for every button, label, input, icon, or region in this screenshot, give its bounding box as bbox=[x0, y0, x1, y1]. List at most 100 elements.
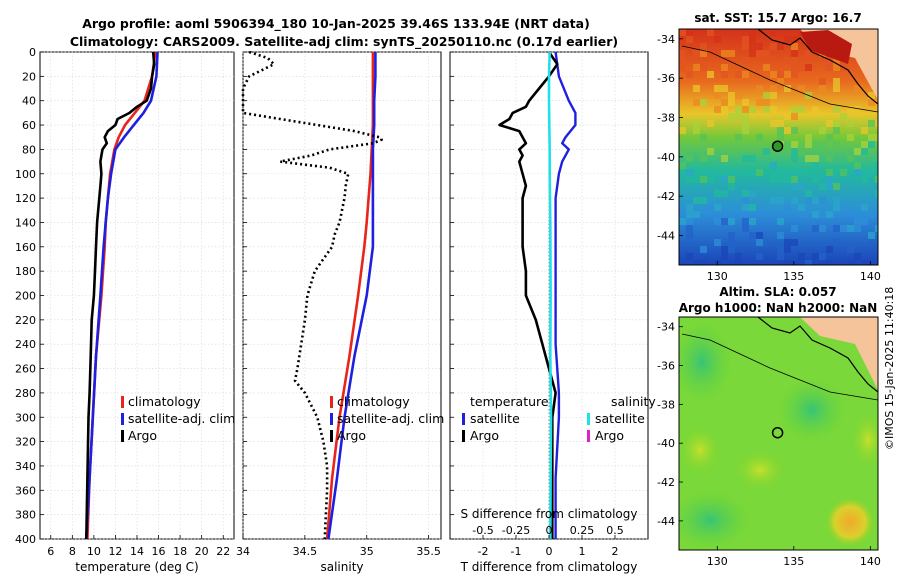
sst-pixels bbox=[679, 29, 878, 265]
sst-pixel bbox=[805, 134, 812, 141]
y-tick-label: 240 bbox=[15, 338, 36, 351]
sst-pixel bbox=[749, 29, 756, 36]
sst-pixel bbox=[763, 99, 770, 106]
sst-pixel bbox=[742, 113, 749, 120]
y-tick-label: 80 bbox=[22, 143, 36, 156]
map-y-tick-label: -44 bbox=[657, 515, 675, 528]
sst-pixel bbox=[791, 148, 798, 155]
legend-label-satellite: satellite-adj. clim bbox=[337, 411, 444, 426]
sst-pixel bbox=[784, 260, 791, 265]
legend-swatch-sal-satellite bbox=[587, 413, 590, 425]
x-tick-label: 22 bbox=[216, 545, 230, 558]
difference-top-xlabel: S difference from climatology bbox=[461, 507, 638, 521]
sst-pixel bbox=[805, 155, 812, 162]
x-tick-label: 34.5 bbox=[293, 545, 318, 558]
sst-pixel bbox=[742, 225, 749, 232]
sst-pixel bbox=[819, 78, 826, 85]
sst-pixel bbox=[721, 190, 728, 197]
copyright-stamp: ©IMOS 15-Jan-2025 11:40:18 bbox=[883, 287, 896, 450]
sst-pixel bbox=[721, 176, 728, 183]
sst-pixel bbox=[679, 57, 686, 64]
sst-pixel bbox=[854, 169, 861, 176]
sst-pixel bbox=[686, 169, 693, 176]
series-argo bbox=[85, 51, 156, 540]
sst-pixel bbox=[875, 169, 878, 176]
title-line-1: Argo profile: aoml 5906394_180 10-Jan-20… bbox=[82, 16, 590, 32]
sst-pixel bbox=[721, 71, 728, 78]
sst-pixel bbox=[686, 218, 693, 225]
top-x-tick-label: -0.5 bbox=[472, 524, 493, 537]
sst-pixel bbox=[791, 43, 798, 50]
sst-pixel bbox=[686, 155, 693, 162]
sst-pixel bbox=[742, 106, 749, 113]
sst-pixel bbox=[861, 141, 868, 148]
sla-low-blob bbox=[679, 490, 750, 550]
sst-pixel bbox=[777, 169, 784, 176]
legend-swatch-satellite bbox=[121, 413, 124, 425]
sst-pixel bbox=[854, 225, 861, 232]
sla-peak-blob bbox=[824, 496, 876, 548]
sst-pixel bbox=[693, 260, 700, 265]
sst-pixel bbox=[784, 85, 791, 92]
sst-pixel bbox=[721, 155, 728, 162]
legend-label-temp-argo: Argo bbox=[470, 428, 499, 443]
sst-pixel bbox=[735, 106, 742, 113]
sst-pixel bbox=[819, 183, 826, 190]
map-x-tick-label: 140 bbox=[860, 270, 881, 283]
map-y-tick-label: -44 bbox=[657, 230, 675, 243]
sst-pixel bbox=[868, 141, 875, 148]
legend-salinity-title: salinity bbox=[611, 394, 656, 409]
sst-pixel bbox=[777, 232, 784, 239]
sst-pixel bbox=[742, 57, 749, 64]
sst-pixel bbox=[784, 246, 791, 253]
sst-pixel bbox=[679, 162, 686, 169]
sst-pixel bbox=[791, 176, 798, 183]
sst-pixel bbox=[721, 246, 728, 253]
sst-pixel bbox=[791, 57, 798, 64]
sst-pixel bbox=[777, 71, 784, 78]
sst-pixel bbox=[707, 29, 714, 36]
legend-swatch-climatology bbox=[330, 396, 333, 408]
sst-pixel bbox=[742, 43, 749, 50]
sst-pixel bbox=[693, 176, 700, 183]
map-x-tick-label: 130 bbox=[707, 270, 728, 283]
top-x-tick-label: -0.25 bbox=[502, 524, 530, 537]
sst-pixel bbox=[777, 78, 784, 85]
sst-pixel bbox=[833, 64, 840, 71]
sst-pixel bbox=[854, 253, 861, 260]
sst-pixel bbox=[749, 169, 756, 176]
difference-xlabel: T difference from climatology bbox=[460, 560, 638, 574]
sst-pixel bbox=[798, 85, 805, 92]
sst-pixel bbox=[784, 36, 791, 43]
sst-pixel bbox=[826, 120, 833, 127]
sst-pixel bbox=[728, 232, 735, 239]
sst-pixel bbox=[791, 64, 798, 71]
x-tick-label: 12 bbox=[108, 545, 122, 558]
sst-pixel bbox=[714, 36, 721, 43]
sst-pixel bbox=[728, 148, 735, 155]
y-tick-label: 0 bbox=[29, 46, 36, 59]
y-tick-label: 120 bbox=[15, 192, 36, 205]
sst-pixel bbox=[791, 183, 798, 190]
sst-pixel bbox=[721, 106, 728, 113]
sst-pixel bbox=[714, 190, 721, 197]
sla-high-blob bbox=[850, 410, 878, 470]
sst-pixel bbox=[826, 57, 833, 64]
sst-pixel bbox=[791, 239, 798, 246]
sst-pixel bbox=[721, 99, 728, 106]
sst-pixel bbox=[805, 169, 812, 176]
sst-pixel bbox=[833, 225, 840, 232]
sst-pixel bbox=[784, 176, 791, 183]
sst-pixel bbox=[700, 176, 707, 183]
top-x-tick-label: 0 bbox=[546, 524, 553, 537]
gulf-warm-water bbox=[800, 30, 852, 64]
coastline bbox=[757, 317, 878, 393]
sst-pixel bbox=[756, 99, 763, 106]
x-tick-label: -1 bbox=[511, 545, 522, 558]
sst-pixel bbox=[693, 211, 700, 218]
map-x-tick-label: 135 bbox=[783, 555, 804, 568]
sst-pixel bbox=[728, 183, 735, 190]
legend-label-climatology: climatology bbox=[337, 394, 410, 409]
sst-pixel bbox=[707, 176, 714, 183]
sst-pixel bbox=[798, 64, 805, 71]
